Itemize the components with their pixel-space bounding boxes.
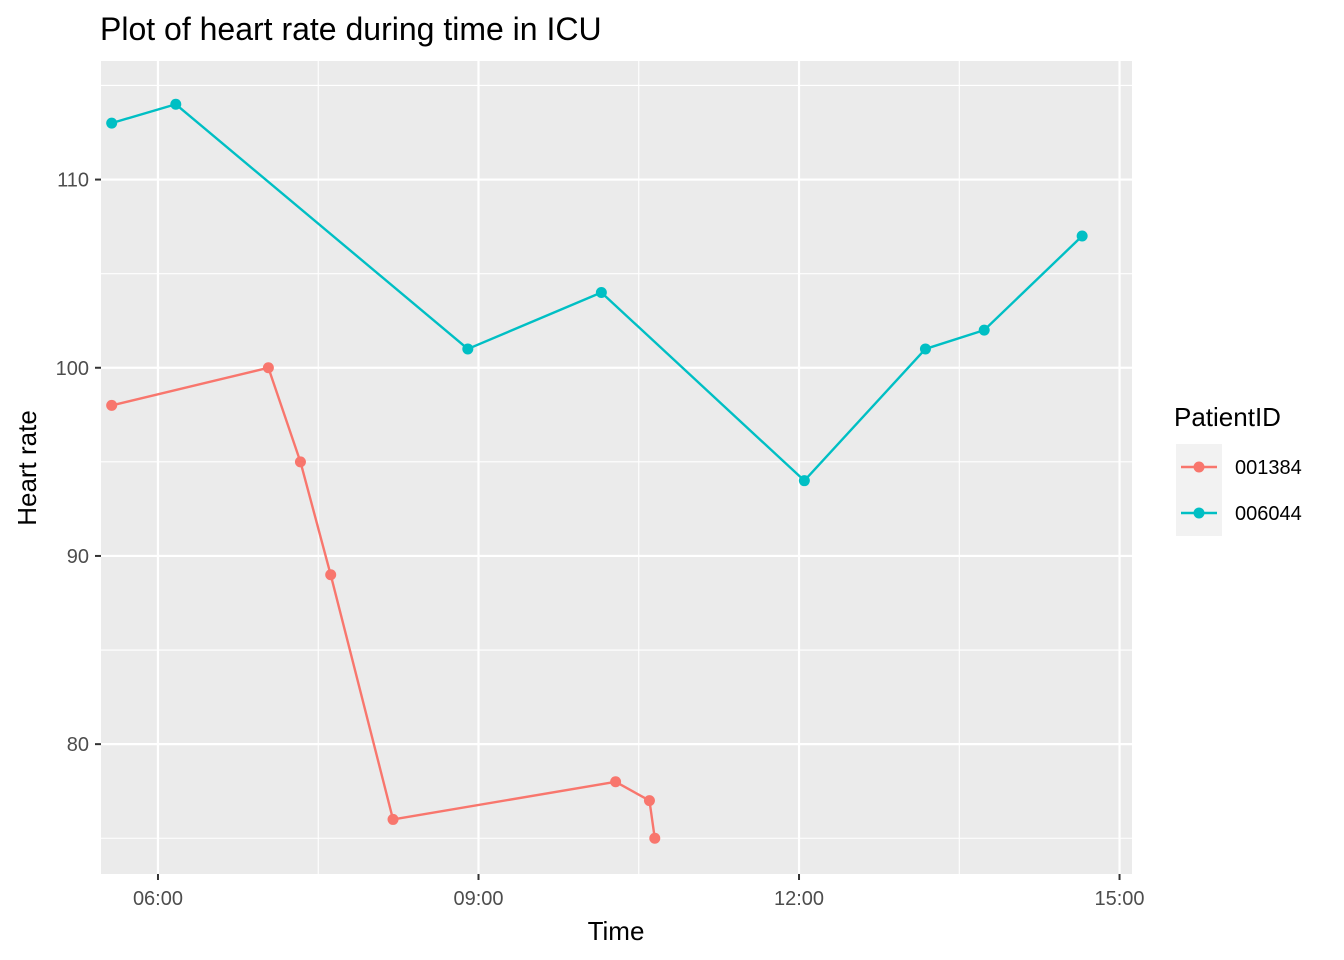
data-point-001384 [643,795,655,807]
data-point-006044 [798,475,810,487]
x-tick-label: 12:00 [774,888,824,910]
data-point-001384 [387,813,399,825]
legend-items: 001384 006044 [1181,457,1302,525]
data-point-001384 [106,399,118,411]
legend-item-001384: 001384 [1181,457,1302,479]
data-point-006044 [919,343,931,355]
legend: PatientID 001384 006044 [1174,402,1302,536]
x-axis-title: Time [588,916,645,946]
data-point-001384 [649,832,661,844]
series-line-006044 [111,103,1083,482]
chart-title: Plot of heart rate during time in ICU [100,11,602,47]
y-tick-label: 110 [57,170,89,192]
legend-label: 001384 [1235,457,1302,479]
data-point-001384 [325,569,337,581]
y-tick-label: 100 [56,358,89,380]
data-point-006044 [170,98,182,110]
data-point-006044 [106,117,118,129]
series-layer [106,98,1088,844]
x-tick-label: 09:00 [453,888,503,910]
data-point-001384 [262,362,274,374]
legend-title: PatientID [1174,402,1281,432]
data-point-006044 [1076,230,1088,242]
y-tick-label: 90 [67,546,89,568]
legend-label: 006044 [1235,503,1302,525]
legend-key-point [1193,507,1205,519]
series-006044 [106,98,1088,487]
series-line-001384 [111,366,656,839]
legend-key-point [1193,461,1205,473]
plot-panel [101,61,1132,874]
data-point-006044 [978,324,990,336]
x-tick-label: 06:00 [133,888,183,910]
data-point-006044 [595,286,607,298]
data-point-001384 [294,456,306,468]
legend-key-background [1176,444,1222,536]
x-tick-label: 15:00 [1095,888,1145,910]
series-001384 [106,362,661,844]
axis-layer: 06:00 09:00 12:00 15:00 80 90 100 110 [56,170,1145,910]
data-point-001384 [610,776,622,788]
y-tick-label: 80 [67,734,89,756]
data-point-006044 [462,343,474,355]
grid-major [101,61,1132,874]
y-axis-title: Heart rate [12,410,42,526]
legend-item-006044: 006044 [1181,503,1302,525]
grid-minor [101,61,1132,874]
